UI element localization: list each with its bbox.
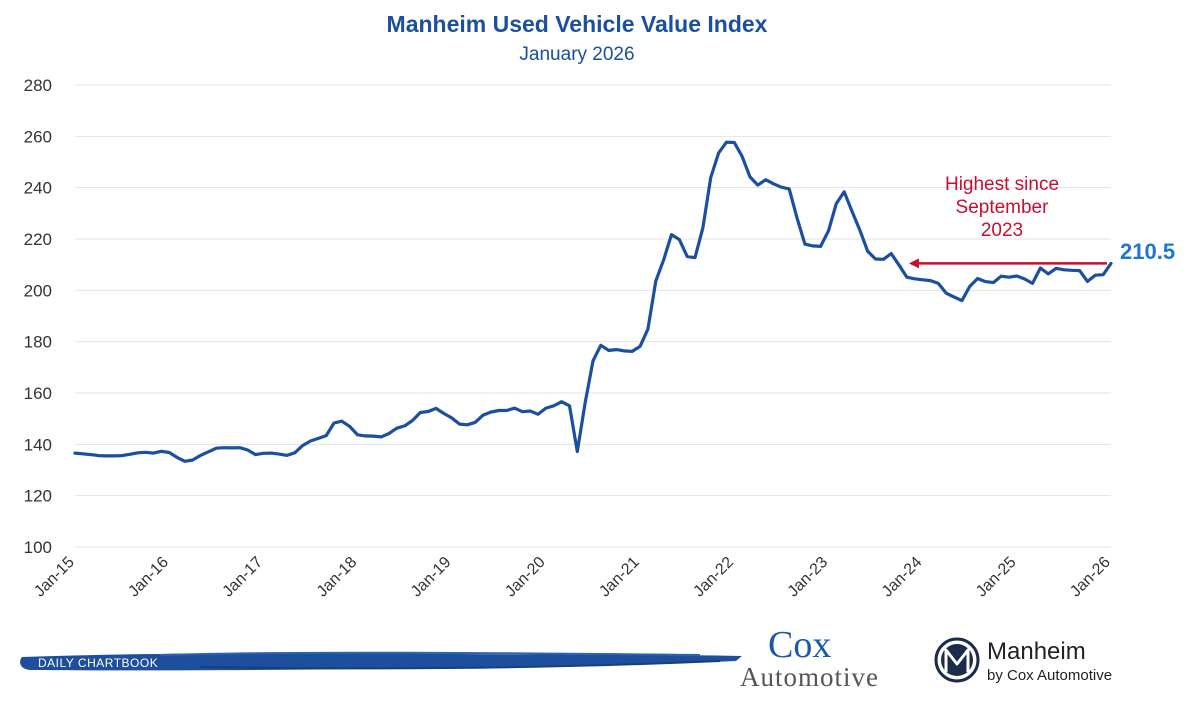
manheim-name: Manheim (987, 638, 1086, 665)
y-tick-label: 180 (24, 333, 52, 352)
annotation-line-2: September (956, 197, 1050, 218)
y-tick-label: 100 (24, 538, 52, 557)
x-axis-ticks: Jan-15 Jan-16 Jan-17 Jan-18 Jan-19 Jan-20 Jan-… (31, 554, 1114, 601)
gridlines (75, 84, 1111, 548)
x-tick-label: Jan-18 (314, 554, 361, 601)
y-tick-label: 140 (24, 435, 52, 454)
y-axis-ticks: 100 120 140 160 180 200 220 240 260 280 (24, 76, 52, 557)
y-tick-label: 240 (24, 179, 52, 198)
manheim-subtitle: by Cox Automotive (987, 667, 1112, 684)
x-tick-label: Jan-17 (220, 554, 267, 601)
x-tick-label: Jan-23 (785, 554, 832, 601)
series-line (73, 140, 1113, 463)
x-tick-label: Jan-21 (596, 554, 643, 601)
brush-text: DAILY CHARTBOOK (38, 656, 158, 670)
y-tick-label: 160 (24, 384, 52, 403)
end-value-label: 210.5 (1120, 239, 1175, 264)
cox-logo-top: Cox (768, 624, 831, 666)
cox-logo-bottom: Automotive (740, 662, 879, 692)
y-tick-label: 260 (24, 127, 52, 146)
annotation-line-3: 2023 (981, 220, 1023, 241)
x-tick-label: Jan-24 (879, 554, 926, 601)
x-tick-label: Jan-22 (690, 554, 737, 601)
footer-brush: DAILY CHARTBOOK (20, 651, 743, 671)
x-tick-label: Jan-20 (502, 554, 549, 601)
chart-title: Manheim Used Vehicle Value Index (387, 11, 768, 37)
y-tick-label: 120 (24, 487, 52, 506)
chart-subtitle: January 2026 (519, 44, 634, 65)
y-tick-label: 200 (24, 281, 52, 300)
x-tick-label: Jan-26 (1067, 554, 1114, 601)
x-tick-label: Jan-15 (31, 554, 78, 601)
x-tick-label: Jan-19 (408, 554, 455, 601)
annotation-line-1: Highest since (945, 174, 1059, 195)
x-tick-label: Jan-25 (973, 554, 1020, 601)
manheim-m-logo (934, 637, 980, 683)
y-tick-label: 280 (24, 76, 52, 95)
x-tick-label: Jan-16 (125, 554, 172, 601)
y-tick-label: 220 (24, 230, 52, 249)
